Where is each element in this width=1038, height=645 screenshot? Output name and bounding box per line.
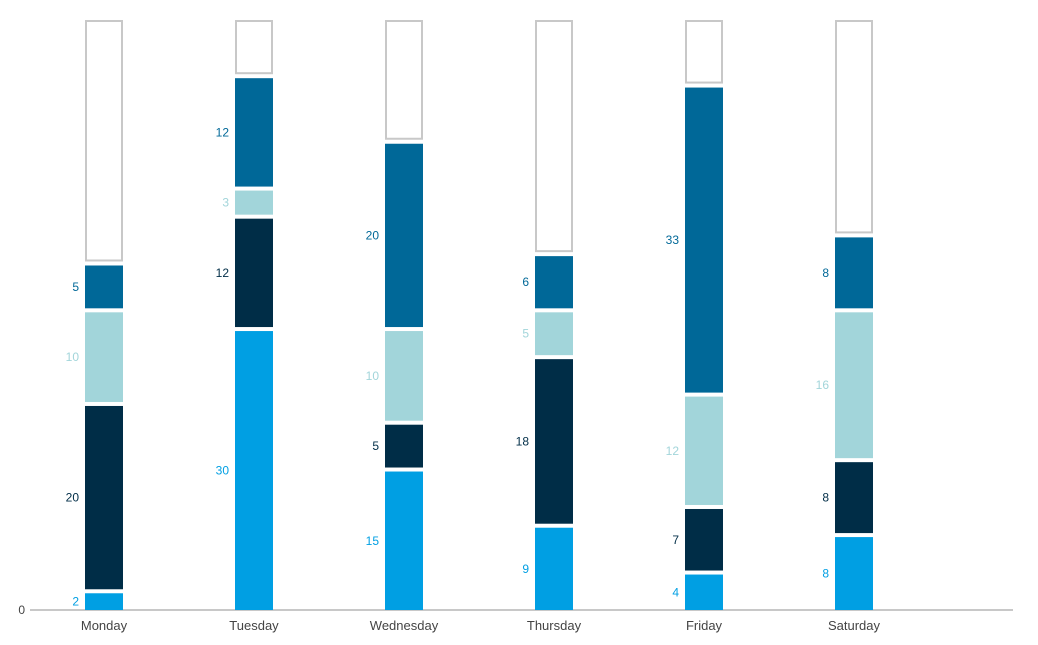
data-label-thursday-s3: 5 [522, 327, 529, 341]
bar-segment-tuesday-s3 [235, 190, 273, 215]
bar-segment-thursday-s1 [535, 527, 573, 610]
bar-segment-tuesday-s2 [235, 218, 273, 328]
data-label-monday-s1: 2 [72, 595, 79, 609]
bar-remainder-monday [85, 20, 123, 262]
data-label-wednesday-s3: 10 [366, 369, 380, 383]
bar-segment-saturday-s3 [835, 312, 873, 459]
bar-remainder-saturday [835, 20, 873, 234]
category-label-monday: Monday [81, 618, 128, 633]
bar-remainder-friday [685, 20, 723, 84]
bar-segment-tuesday-s1 [235, 331, 273, 610]
data-label-wednesday-s2: 5 [372, 439, 379, 453]
bars-group: 2 20 10 5 Monday 30 12 3 12 Tuesday 15 5 10 20 Wednesd… [66, 20, 881, 633]
category-label-tuesday: Tuesday [229, 618, 279, 633]
bar-segment-monday-s4 [85, 265, 123, 309]
data-label-saturday-s3: 16 [816, 378, 830, 392]
data-label-tuesday-s2: 12 [216, 266, 230, 280]
data-label-tuesday-s4: 12 [216, 125, 230, 139]
data-label-wednesday-s4: 20 [366, 228, 380, 242]
bar-segment-saturday-s1 [835, 537, 873, 610]
data-label-thursday-s2: 18 [516, 434, 530, 448]
bar-segment-monday-s1 [85, 593, 123, 610]
category-label-wednesday: Wednesday [370, 618, 439, 633]
data-label-thursday-s4: 6 [522, 275, 529, 289]
bar-segment-friday-s1 [685, 574, 723, 610]
data-label-friday-s3: 12 [666, 444, 680, 458]
category-label-friday: Friday [686, 618, 723, 633]
bar-segment-wednesday-s2 [385, 424, 423, 468]
data-label-friday-s2: 7 [672, 533, 679, 547]
data-label-tuesday-s1: 30 [216, 464, 230, 478]
data-label-monday-s2: 20 [66, 491, 80, 505]
data-label-thursday-s1: 9 [522, 562, 529, 576]
bar-segment-saturday-s4 [835, 237, 873, 309]
bar-segment-saturday-s2 [835, 462, 873, 534]
bar-remainder-thursday [535, 20, 573, 253]
bar-segment-wednesday-s1 [385, 471, 423, 610]
bar-segment-thursday-s2 [535, 359, 573, 524]
data-label-friday-s4: 33 [666, 233, 680, 247]
data-label-saturday-s4: 8 [822, 266, 829, 280]
data-label-saturday-s1: 8 [822, 567, 829, 581]
data-label-tuesday-s3: 3 [222, 196, 229, 210]
bar-segment-friday-s2 [685, 508, 723, 571]
bar-segment-friday-s4 [685, 87, 723, 393]
data-label-friday-s1: 4 [672, 585, 679, 599]
bar-segment-wednesday-s4 [385, 143, 423, 328]
category-label-thursday: Thursday [527, 618, 582, 633]
bar-remainder-tuesday [235, 20, 273, 75]
bar-segment-wednesday-s3 [385, 331, 423, 421]
data-label-wednesday-s1: 15 [366, 534, 380, 548]
bar-segment-monday-s3 [85, 312, 123, 402]
bar-segment-tuesday-s4 [235, 78, 273, 187]
bar-segment-monday-s2 [85, 405, 123, 590]
bar-remainder-wednesday [385, 20, 423, 140]
bar-segment-thursday-s3 [535, 312, 573, 356]
y-axis-zero-label: 0 [18, 603, 25, 617]
bar-segment-friday-s3 [685, 396, 723, 505]
data-label-saturday-s2: 8 [822, 491, 829, 505]
data-label-monday-s4: 5 [72, 280, 79, 294]
data-label-monday-s3: 10 [66, 350, 80, 364]
category-label-saturday: Saturday [828, 618, 881, 633]
bar-segment-thursday-s4 [535, 256, 573, 309]
